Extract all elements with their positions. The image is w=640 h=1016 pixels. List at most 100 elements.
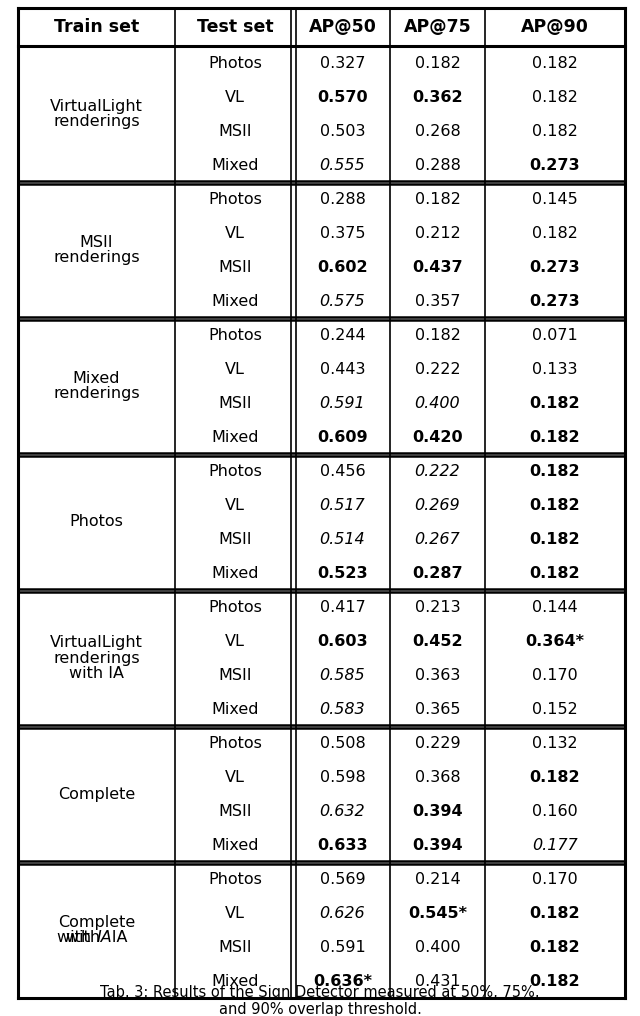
Text: 0.632: 0.632 xyxy=(320,804,365,819)
Text: VL: VL xyxy=(225,498,245,512)
Text: Test set: Test set xyxy=(196,18,273,36)
Text: renderings: renderings xyxy=(53,650,140,665)
Text: MSII: MSII xyxy=(80,235,113,250)
Text: 0.273: 0.273 xyxy=(530,294,580,309)
Text: 0.545*: 0.545* xyxy=(408,905,467,920)
Text: MSII: MSII xyxy=(218,259,252,274)
Text: MSII: MSII xyxy=(218,124,252,138)
Text: 0.182: 0.182 xyxy=(532,124,578,138)
Text: 0.182: 0.182 xyxy=(532,226,578,241)
Text: 0.133: 0.133 xyxy=(532,362,578,377)
Text: 0.417: 0.417 xyxy=(319,599,365,615)
Text: 0.514: 0.514 xyxy=(320,531,365,547)
Text: 0.182: 0.182 xyxy=(415,56,460,70)
Text: 0.523: 0.523 xyxy=(317,566,368,580)
Text: Photos: Photos xyxy=(208,56,262,70)
Text: 0.288: 0.288 xyxy=(415,157,460,173)
Text: 0.170: 0.170 xyxy=(532,872,578,887)
Text: Tab. 3: Results of the Sign Detector measured at 50%, 75%,
and 90% overlap thres: Tab. 3: Results of the Sign Detector mea… xyxy=(100,985,540,1016)
Text: Mixed: Mixed xyxy=(211,430,259,445)
Text: 0.368: 0.368 xyxy=(415,769,460,784)
Text: Mixed: Mixed xyxy=(211,294,259,309)
Text: 0.212: 0.212 xyxy=(415,226,460,241)
Text: 0.182: 0.182 xyxy=(530,973,580,989)
Text: 0.585: 0.585 xyxy=(320,668,365,683)
Text: 0.132: 0.132 xyxy=(532,736,578,751)
Text: MSII: MSII xyxy=(218,804,252,819)
Text: 0.182: 0.182 xyxy=(530,395,580,410)
Text: Mixed: Mixed xyxy=(211,566,259,580)
Text: 0.182: 0.182 xyxy=(530,940,580,954)
Text: 0.400: 0.400 xyxy=(415,940,460,954)
Text: MSII: MSII xyxy=(218,668,252,683)
Text: with: with xyxy=(57,930,97,945)
Text: 0.591: 0.591 xyxy=(320,395,365,410)
Text: Mixed: Mixed xyxy=(73,371,120,386)
Text: VL: VL xyxy=(225,362,245,377)
Text: MSII: MSII xyxy=(218,940,252,954)
Text: 0.182: 0.182 xyxy=(415,327,460,342)
Text: 0.327: 0.327 xyxy=(320,56,365,70)
Text: 0.570: 0.570 xyxy=(317,89,368,105)
Text: 0.267: 0.267 xyxy=(415,531,460,547)
Text: VirtualLight: VirtualLight xyxy=(50,99,143,114)
Text: 0.182: 0.182 xyxy=(530,531,580,547)
Text: VL: VL xyxy=(225,89,245,105)
Text: renderings: renderings xyxy=(53,250,140,265)
Text: Photos: Photos xyxy=(208,872,262,887)
Text: Photos: Photos xyxy=(208,599,262,615)
Text: 0.394: 0.394 xyxy=(412,804,463,819)
Text: 0.182: 0.182 xyxy=(530,463,580,479)
Text: VirtualLight: VirtualLight xyxy=(50,635,143,650)
Text: renderings: renderings xyxy=(53,114,140,129)
Text: 0.603: 0.603 xyxy=(317,634,368,648)
Text: VL: VL xyxy=(225,769,245,784)
Text: 0.431: 0.431 xyxy=(415,973,460,989)
Text: 0.602: 0.602 xyxy=(317,259,368,274)
Text: 0.456: 0.456 xyxy=(320,463,365,479)
Text: 0.182: 0.182 xyxy=(415,191,460,206)
Text: 0.071: 0.071 xyxy=(532,327,578,342)
Text: MSII: MSII xyxy=(218,395,252,410)
Text: 0.363: 0.363 xyxy=(415,668,460,683)
Text: VL: VL xyxy=(225,226,245,241)
Text: Train set: Train set xyxy=(54,18,139,36)
Text: 0.182: 0.182 xyxy=(532,56,578,70)
Text: 0.145: 0.145 xyxy=(532,191,578,206)
Text: 0.273: 0.273 xyxy=(530,157,580,173)
Text: 0.152: 0.152 xyxy=(532,701,578,716)
Text: 0.160: 0.160 xyxy=(532,804,578,819)
Text: 0.364*: 0.364* xyxy=(525,634,584,648)
Text: 0.503: 0.503 xyxy=(320,124,365,138)
Text: Mixed: Mixed xyxy=(211,973,259,989)
Text: 0.222: 0.222 xyxy=(415,362,460,377)
Text: 0.269: 0.269 xyxy=(415,498,460,512)
Text: 0.182: 0.182 xyxy=(532,89,578,105)
Text: 0.182: 0.182 xyxy=(530,498,580,512)
Text: IA: IA xyxy=(97,930,112,945)
Text: Photos: Photos xyxy=(70,514,124,529)
Text: 0.273: 0.273 xyxy=(530,259,580,274)
Text: 0.268: 0.268 xyxy=(415,124,460,138)
Text: 0.583: 0.583 xyxy=(320,701,365,716)
Text: 0.609: 0.609 xyxy=(317,430,368,445)
Text: 0.633: 0.633 xyxy=(317,837,368,852)
Text: 0.222: 0.222 xyxy=(415,463,460,479)
Text: 0.437: 0.437 xyxy=(412,259,463,274)
Text: 0.555: 0.555 xyxy=(320,157,365,173)
Text: 0.591: 0.591 xyxy=(319,940,365,954)
Text: 0.569: 0.569 xyxy=(320,872,365,887)
Text: AP@75: AP@75 xyxy=(404,18,472,36)
Text: 0.182: 0.182 xyxy=(530,905,580,920)
Text: 0.244: 0.244 xyxy=(320,327,365,342)
Text: 0.508: 0.508 xyxy=(319,736,365,751)
Text: 0.182: 0.182 xyxy=(530,566,580,580)
Text: Photos: Photos xyxy=(208,191,262,206)
Text: 0.144: 0.144 xyxy=(532,599,578,615)
Text: 0.598: 0.598 xyxy=(319,769,365,784)
Text: 0.400: 0.400 xyxy=(415,395,460,410)
Text: 0.365: 0.365 xyxy=(415,701,460,716)
Text: AP@50: AP@50 xyxy=(308,18,376,36)
Text: 0.394: 0.394 xyxy=(412,837,463,852)
Text: Mixed: Mixed xyxy=(211,701,259,716)
